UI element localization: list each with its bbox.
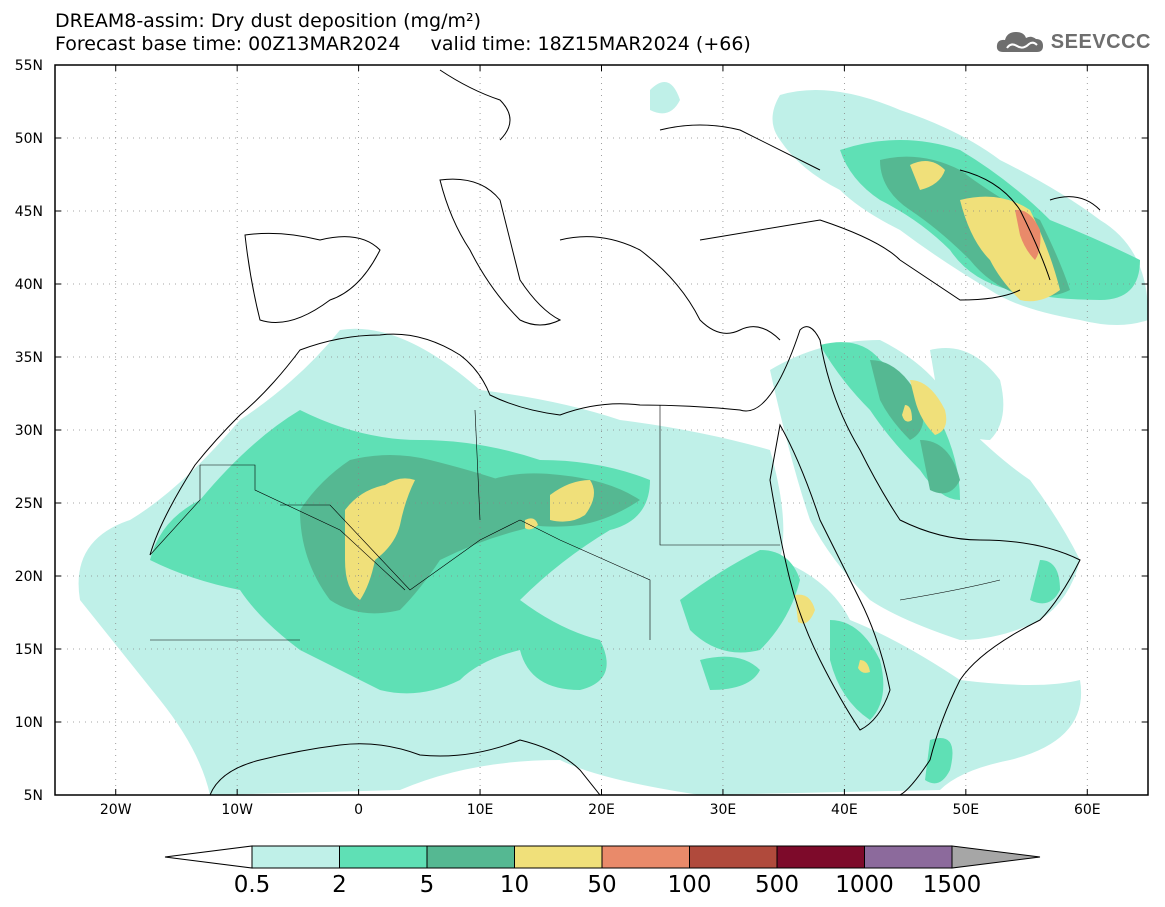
colorbar-label: 1000: [835, 872, 894, 898]
lon-label: 10W: [221, 802, 253, 818]
lat-label: 10N: [15, 715, 43, 731]
colorbar-label: 50: [587, 872, 616, 898]
border-layer: [149, 405, 1001, 641]
colorbar-label: 10: [500, 872, 529, 898]
colorbar-label: 100: [668, 872, 712, 898]
graticule: [55, 65, 1148, 795]
latitude-axis: 5N 10N 15N 20N 25N 30N 35N 40N 45N 50N 55N: [15, 58, 1148, 804]
lon-label: 20W: [100, 802, 132, 818]
lon-label: 50E: [952, 802, 979, 818]
colorbar-max-arrow: [951, 845, 1041, 869]
colorbar-label: 2: [332, 872, 347, 898]
logo-text: SEEVCCC: [1050, 30, 1151, 53]
lat-label: 50N: [15, 131, 43, 147]
lat-label: 5N: [24, 788, 43, 804]
colorbar-segment: [339, 845, 428, 869]
seevccc-logo: SEEVCCC: [995, 28, 1151, 56]
coastline-layer: [149, 69, 1101, 795]
longitude-axis: 20W 10W 0 10E 20E 30E 40E 50E 60E: [100, 65, 1101, 818]
lon-label: 40E: [831, 802, 858, 818]
lon-label: 30E: [710, 802, 737, 818]
lon-label: 0: [354, 802, 363, 818]
forecast-time-subtitle: Forecast base time: 00Z13MAR2024 valid t…: [55, 33, 751, 55]
lat-label: 20N: [15, 569, 43, 585]
colorbar-label: 5: [420, 872, 435, 898]
lon-label: 10E: [467, 802, 494, 818]
colorbar-min-arrow: [164, 845, 253, 869]
colorbar-segment: [251, 845, 340, 869]
colorbar-label: 0.5: [234, 872, 271, 898]
lat-label: 15N: [15, 642, 43, 658]
lat-label: 35N: [15, 350, 43, 366]
map-title: DREAM8-assim: Dry dust deposition (mg/m²…: [55, 10, 482, 32]
lat-label: 40N: [15, 277, 43, 293]
colorbar-label: 1500: [923, 872, 982, 898]
colorbar: 0.5 2 5 10 50 100 500 1000 1500: [164, 845, 1041, 898]
lon-label: 20E: [588, 802, 615, 818]
colorbar-segment: [776, 845, 865, 869]
lat-label: 45N: [15, 204, 43, 220]
colorbar-segment: [426, 845, 515, 869]
contour-level-50: [1015, 209, 1041, 260]
lat-label: 30N: [15, 423, 43, 439]
cloud-icon: [996, 32, 1043, 52]
colorbar-label: 500: [755, 872, 799, 898]
colorbar-segment: [514, 845, 603, 869]
colorbar-segment: [864, 845, 953, 869]
colorbar-segment: [689, 845, 778, 869]
dust-contour-layer: [78, 82, 1148, 795]
lat-label: 55N: [15, 58, 43, 74]
colorbar-segment: [601, 845, 690, 869]
lat-label: 25N: [15, 496, 43, 512]
lon-label: 60E: [1074, 802, 1101, 818]
